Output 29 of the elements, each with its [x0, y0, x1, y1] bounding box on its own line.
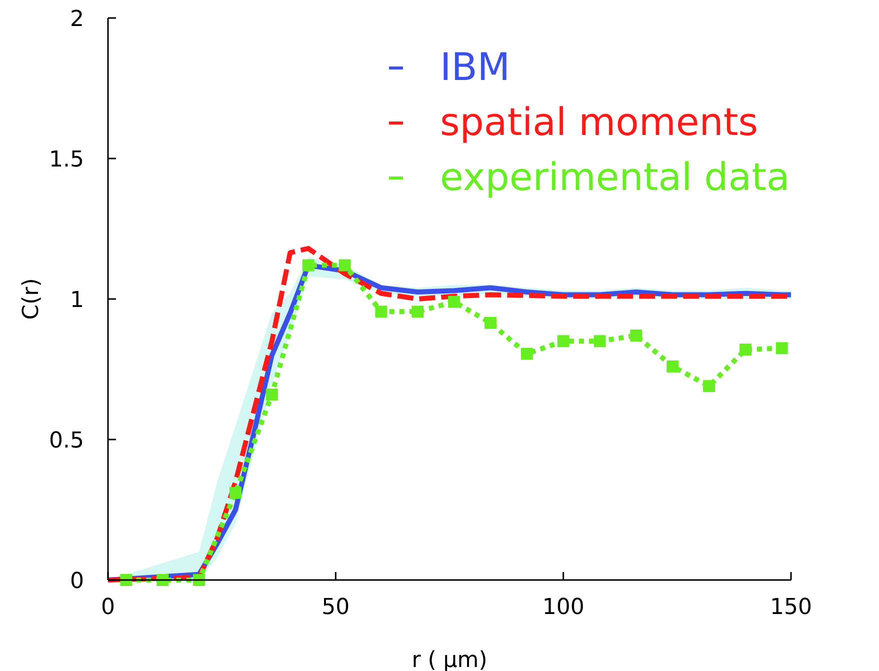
y-tick-label: 0: [70, 569, 84, 594]
point: [776, 342, 788, 354]
point: [229, 486, 242, 499]
point: [703, 380, 716, 392]
point: [739, 344, 752, 356]
y-tick-label: 0.5: [49, 428, 84, 454]
point: [266, 388, 278, 401]
point: [338, 259, 351, 272]
point: [557, 335, 570, 348]
x-tick-label: 0: [101, 595, 115, 620]
point: [520, 348, 533, 360]
x-tick-label: 50: [322, 595, 350, 620]
point: [448, 296, 460, 308]
y-tick-label: 1.5: [49, 148, 84, 172]
x-tick-label: 150: [770, 595, 812, 620]
legend-label: IBM: [440, 45, 510, 89]
point: [412, 306, 424, 318]
point: [594, 335, 606, 348]
point: [666, 360, 679, 372]
point: [630, 330, 642, 342]
legend-label: spatial moments: [440, 100, 758, 144]
point: [484, 316, 496, 329]
legend-label: experimental data: [440, 155, 790, 199]
y-axis-title: C(r): [19, 278, 44, 320]
point: [302, 259, 314, 272]
y-tick-label: 2: [70, 7, 84, 32]
y-tick-label: 1: [70, 288, 84, 313]
x-tick-label: 100: [542, 595, 584, 620]
point: [375, 306, 388, 318]
